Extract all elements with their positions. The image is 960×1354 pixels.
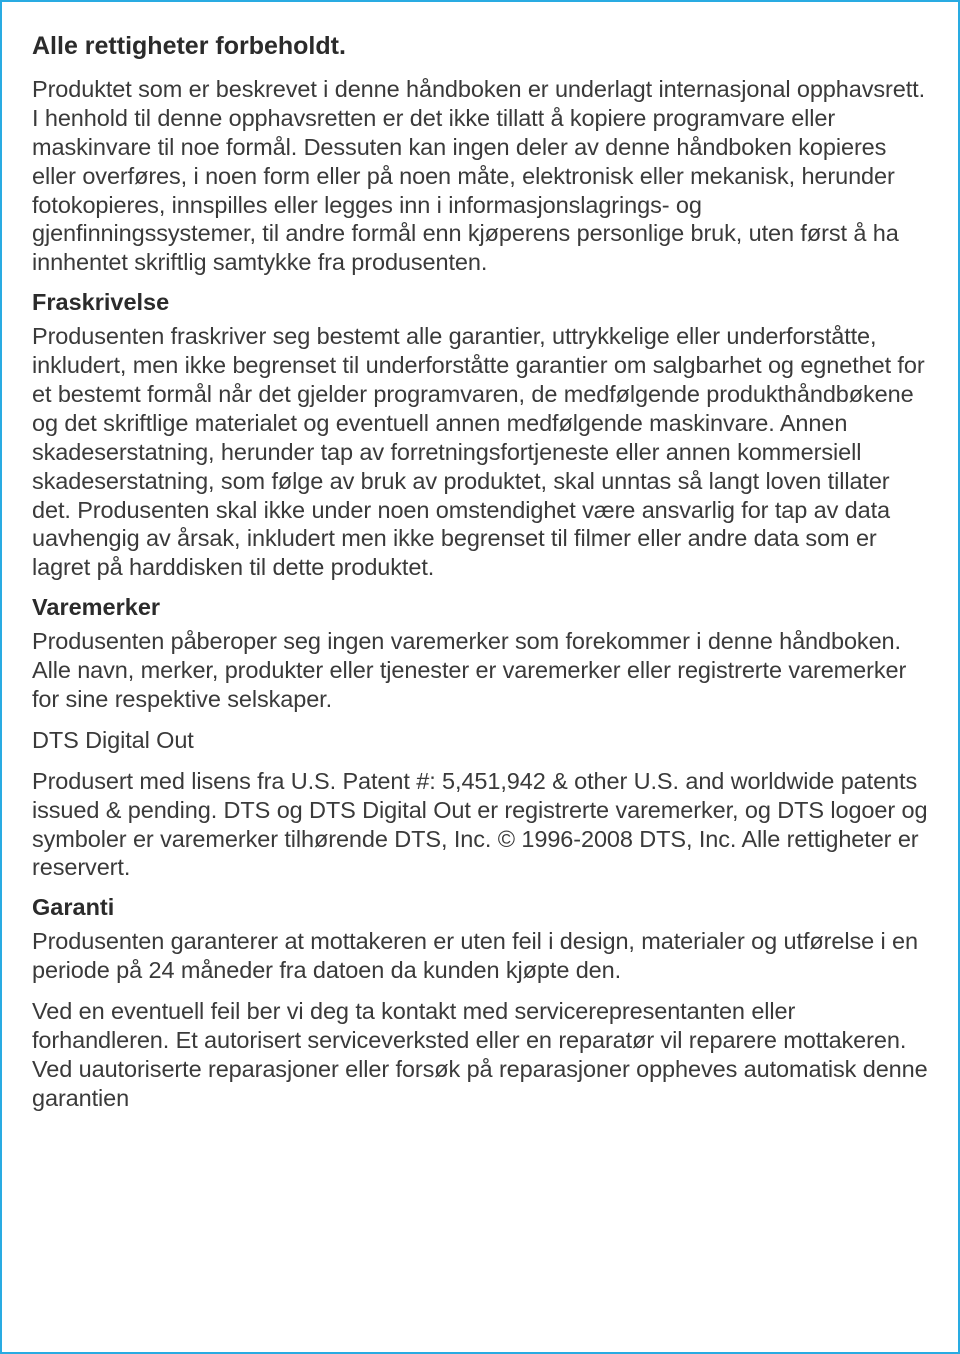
dts-paragraph: Produsert med lisens fra U.S. Patent #: …	[32, 767, 928, 883]
intro-paragraph: Produktet som er beskrevet i denne håndb…	[32, 75, 928, 277]
dts-line: DTS Digital Out	[32, 726, 928, 755]
garanti-paragraph-1: Produsenten garanterer at mottakeren er …	[32, 927, 928, 985]
document-page: Alle rettigheter forbeholdt. Produktet s…	[0, 0, 960, 1354]
fraskrivelse-paragraph: Produsenten fraskriver seg bestemt alle …	[32, 322, 928, 582]
varemerker-paragraph-1: Produsenten påberoper seg ingen varemerk…	[32, 627, 928, 714]
page-title: Alle rettigheter forbeholdt.	[32, 32, 928, 61]
heading-fraskrivelse: Fraskrivelse	[32, 289, 928, 316]
heading-garanti: Garanti	[32, 894, 928, 921]
garanti-paragraph-2: Ved en eventuell feil ber vi deg ta kont…	[32, 997, 928, 1113]
heading-varemerker: Varemerker	[32, 594, 928, 621]
